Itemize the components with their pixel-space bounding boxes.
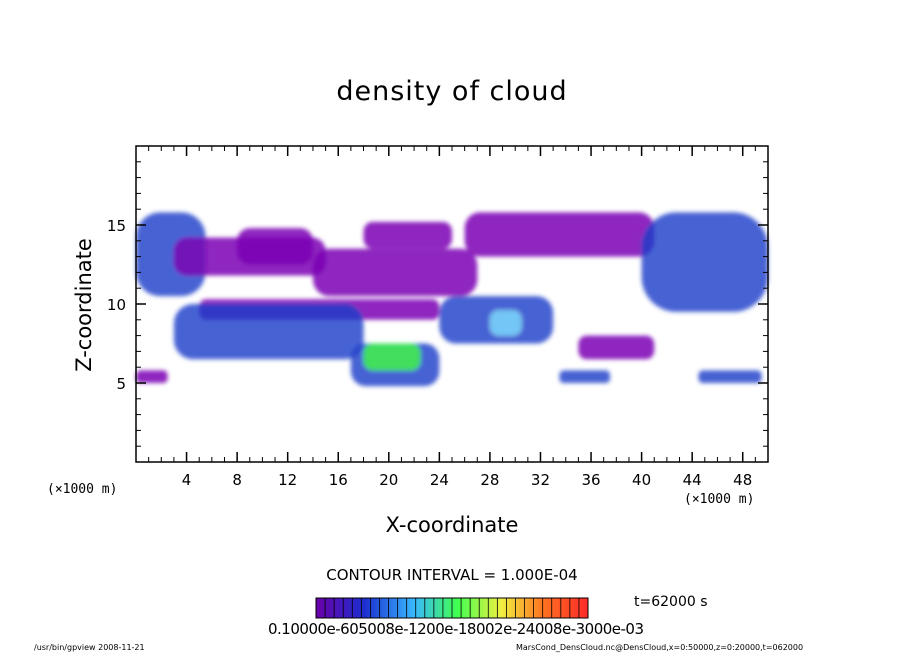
cloud-region-5-low bbox=[312, 248, 478, 297]
x-tick-label-8: 8 bbox=[232, 471, 242, 489]
x-tick-label-4: 4 bbox=[182, 471, 192, 489]
footer-program-info: /usr/bin/gpview 2008-11-21 bbox=[34, 643, 145, 652]
cloud-region-8-mid bbox=[641, 212, 768, 312]
cloud-region-17-peak bbox=[363, 343, 421, 371]
y-tick-label-5: 5 bbox=[116, 375, 126, 393]
x-axis-label: X-coordinate bbox=[385, 513, 519, 537]
cloud-region-9-mid bbox=[173, 304, 364, 360]
x-tick-label-44: 44 bbox=[683, 471, 702, 489]
y-tick-label-15: 15 bbox=[107, 217, 126, 235]
cloud-region-4-low bbox=[237, 228, 313, 265]
cloud-region-15-mid bbox=[698, 370, 762, 383]
cloud-region-14-mid bbox=[559, 370, 610, 383]
x-tick-label-36: 36 bbox=[581, 471, 600, 489]
x-tick-label-20: 20 bbox=[379, 471, 398, 489]
cloud-region-7-low bbox=[464, 212, 655, 257]
x-tick-label-28: 28 bbox=[480, 471, 499, 489]
chart-title: density of cloud bbox=[336, 76, 568, 107]
footer-data-source: MarsCond_DensCloud.nc@DensCloud,x=0:5000… bbox=[516, 643, 804, 652]
y-tick-label-10: 10 bbox=[107, 296, 126, 314]
x-unit-label-left: (×1000 m) bbox=[47, 482, 118, 497]
x-unit-label-right: (×1000 m) bbox=[684, 492, 755, 507]
cloud-region-6-low bbox=[363, 221, 452, 249]
contour-interval-label: CONTOUR INTERVAL = 1.000E-04 bbox=[326, 566, 578, 584]
cloud-region-13-low bbox=[136, 370, 168, 383]
x-tick-label-12: 12 bbox=[278, 471, 297, 489]
colorbar-tick-labels: 0.10000e-605008e-1200e-18002e-24008e-300… bbox=[268, 620, 644, 638]
colorbar-frame bbox=[315, 597, 589, 619]
x-tick-label-32: 32 bbox=[531, 471, 550, 489]
x-tick-label-40: 40 bbox=[632, 471, 651, 489]
x-tick-label-24: 24 bbox=[430, 471, 449, 489]
time-label: t=62000 s bbox=[634, 594, 708, 610]
x-tick-label-48: 48 bbox=[733, 471, 752, 489]
cloud-region-12-low bbox=[578, 335, 655, 360]
cloud-region-16-high bbox=[489, 310, 522, 336]
x-tick-label-16: 16 bbox=[329, 471, 348, 489]
